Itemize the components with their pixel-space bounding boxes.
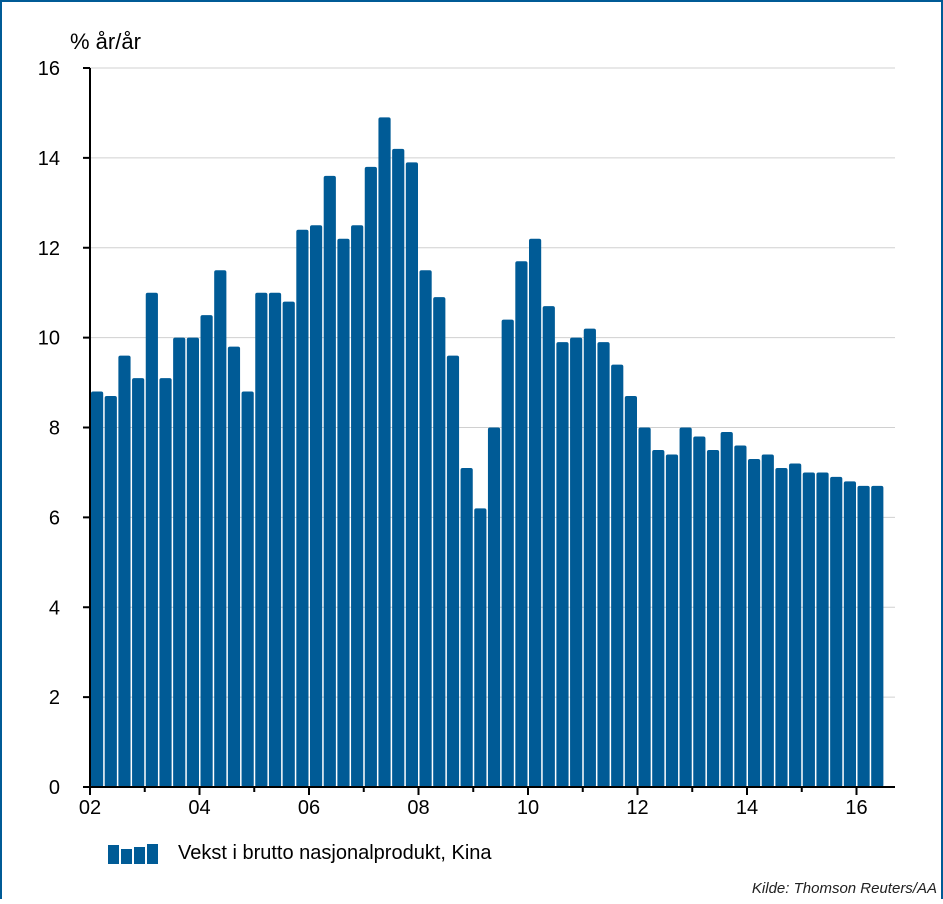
chart-bar bbox=[665, 454, 679, 787]
chart-bar bbox=[145, 292, 158, 787]
chart-bar bbox=[501, 319, 514, 787]
chart-bar bbox=[830, 476, 843, 787]
chart-bar bbox=[91, 391, 104, 787]
chart-bar bbox=[679, 427, 692, 787]
chart-bar bbox=[255, 292, 268, 787]
x-tick-label: 12 bbox=[626, 797, 648, 819]
chart-bar bbox=[775, 467, 788, 787]
chart-bar bbox=[378, 117, 391, 788]
y-tick-label: 14 bbox=[38, 148, 60, 170]
chart-bar bbox=[104, 396, 117, 787]
chart-bar bbox=[570, 337, 583, 788]
y-tick-label: 16 bbox=[38, 58, 60, 80]
chart-bar bbox=[748, 458, 761, 787]
x-tick-label: 16 bbox=[845, 797, 867, 819]
y-tick-label: 6 bbox=[49, 507, 60, 529]
chart-bar bbox=[214, 270, 227, 788]
chart-bar bbox=[871, 485, 884, 787]
legend-label: Vekst i brutto nasjonalprodukt, Kina bbox=[178, 842, 492, 864]
chart-bar bbox=[186, 337, 199, 788]
chart-bar bbox=[789, 463, 802, 787]
chart-bar bbox=[337, 238, 350, 787]
chart-bar bbox=[734, 445, 747, 787]
chart-bar bbox=[268, 292, 282, 787]
chart-bar bbox=[405, 162, 418, 787]
chart-bar bbox=[816, 472, 829, 787]
y-tick-label: 0 bbox=[49, 777, 60, 799]
x-tick-labels: 02 04 06 08 10 12 14 16 bbox=[79, 797, 868, 819]
chart-bar bbox=[706, 449, 720, 787]
chart-bar bbox=[118, 355, 131, 787]
chart-bar bbox=[474, 508, 487, 787]
axes bbox=[83, 67, 895, 795]
chart-bar bbox=[652, 449, 665, 787]
x-tick-label: 04 bbox=[188, 797, 210, 819]
chart-bar bbox=[173, 337, 186, 788]
bars bbox=[91, 117, 884, 788]
x-tick-label: 14 bbox=[736, 797, 758, 819]
source-credit: Kilde: Thomson Reuters/AA bbox=[752, 880, 937, 897]
y-tick-label: 8 bbox=[49, 418, 60, 440]
legend-swatch-icon bbox=[108, 844, 158, 864]
chart-bar bbox=[857, 485, 870, 787]
y-axis-label: % år/år bbox=[70, 29, 141, 54]
chart-bar bbox=[597, 342, 610, 787]
chart-bar bbox=[241, 391, 254, 787]
chart-bar bbox=[323, 175, 336, 788]
y-tick-label: 2 bbox=[49, 687, 60, 709]
chart-bar bbox=[802, 472, 815, 787]
chart-bar bbox=[282, 301, 295, 787]
legend: Vekst i brutto nasjonalprodukt, Kina bbox=[108, 842, 492, 864]
y-tick-labels: 0 2 4 6 8 10 12 14 16 bbox=[38, 58, 60, 799]
chart-bar bbox=[542, 306, 555, 787]
chart-bar bbox=[515, 261, 528, 788]
chart-bar bbox=[392, 148, 405, 787]
chart-bar bbox=[460, 467, 473, 787]
chart-bar bbox=[227, 346, 241, 787]
chart-bar bbox=[296, 229, 309, 787]
x-tick-label: 06 bbox=[298, 797, 320, 819]
chart-bar bbox=[487, 427, 501, 787]
x-tick-label: 10 bbox=[517, 797, 539, 819]
chart-bar bbox=[351, 225, 364, 787]
chart-bar bbox=[611, 364, 624, 787]
x-tick-label: 02 bbox=[79, 797, 101, 819]
x-tick-label: 08 bbox=[407, 797, 429, 819]
y-tick-label: 12 bbox=[38, 238, 60, 260]
chart-bar bbox=[200, 315, 213, 787]
y-tick-label: 10 bbox=[38, 328, 60, 350]
chart-bar bbox=[364, 166, 377, 788]
chart-bar bbox=[159, 378, 172, 787]
chart-bar bbox=[624, 396, 637, 787]
chart-bar bbox=[529, 238, 542, 787]
chart-bar bbox=[556, 342, 569, 787]
chart-bar bbox=[693, 436, 706, 787]
chart-bar bbox=[310, 225, 323, 787]
chart-bar bbox=[720, 431, 733, 787]
chart-bar bbox=[843, 481, 856, 787]
chart-bar bbox=[761, 454, 774, 787]
chart-bar bbox=[433, 297, 446, 787]
chart-bar bbox=[583, 328, 596, 787]
y-tick-label: 4 bbox=[49, 597, 60, 619]
chart-bar bbox=[638, 427, 651, 787]
chart-bar bbox=[419, 270, 432, 788]
chart-bar bbox=[132, 378, 145, 787]
chart-bar bbox=[446, 355, 460, 787]
